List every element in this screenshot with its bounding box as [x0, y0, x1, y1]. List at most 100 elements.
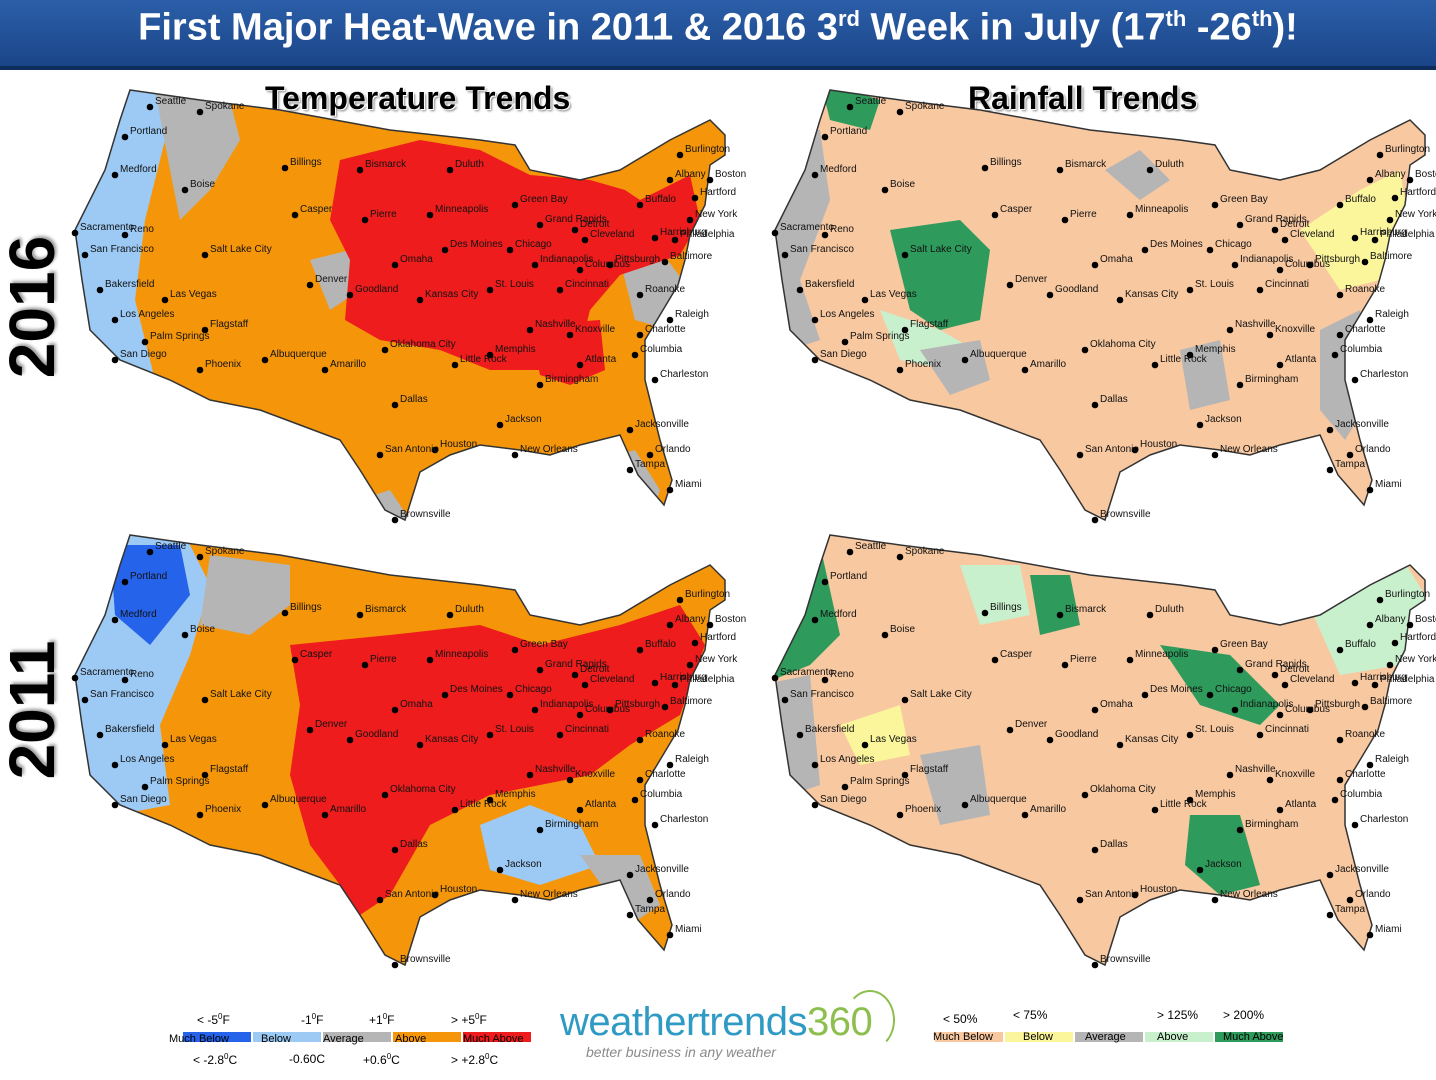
city-dot-harrisburg — [651, 679, 659, 687]
city-dot-columbia — [631, 796, 639, 804]
city-label-charlotte: Charlotte — [1345, 769, 1386, 780]
city-dot-san-antonio — [376, 451, 384, 459]
city-dot-des-moines — [1141, 691, 1149, 699]
city-dot-chicago — [1206, 246, 1214, 254]
city-dot-raleigh — [1366, 316, 1374, 324]
city-label-goodland: Goodland — [355, 729, 398, 740]
city-label-chicago: Chicago — [1215, 239, 1252, 250]
city-dot-cincinnati — [556, 286, 564, 294]
city-label-sacramento: Sacramento — [80, 667, 134, 678]
city-dot-roanoke — [1336, 736, 1344, 744]
city-dot-san-antonio — [376, 896, 384, 904]
city-dot-boston — [1406, 176, 1414, 184]
city-dot-brownsville — [1091, 961, 1099, 969]
city-dot-spokane — [196, 553, 204, 561]
city-label-philadelphia: Philadelphia — [1380, 229, 1435, 240]
city-label-cleveland: Cleveland — [1290, 229, 1334, 240]
city-label-los-angeles: Los Angeles — [120, 309, 175, 320]
city-label-spokane: Spokane — [205, 546, 245, 557]
logo-tagline: better business in any weather — [586, 1044, 776, 1060]
city-dot-columbus — [576, 266, 584, 274]
city-dot-birmingham — [1236, 381, 1244, 389]
city-dot-buffalo — [1336, 201, 1344, 209]
city-dot-bismarck — [356, 611, 364, 619]
temp-legend-bottom-label-1: -0.60C — [289, 1052, 326, 1066]
city-label-kansas-city: Kansas City — [425, 289, 478, 300]
city-label-san-diego: San Diego — [820, 349, 867, 360]
city-dot-flagstaff — [201, 326, 209, 334]
city-dot-atlanta — [1276, 806, 1284, 814]
city-label-reno: Reno — [830, 224, 854, 235]
city-label-phoenix: Phoenix — [905, 359, 941, 370]
city-dot-philadelphia — [1371, 236, 1379, 244]
city-dot-jacksonville — [626, 426, 634, 434]
city-dot-boston — [706, 621, 714, 629]
temp-swatch-above — [393, 1032, 461, 1042]
city-label-jacksonville: Jacksonville — [1335, 419, 1389, 430]
city-label-flagstaff: Flagstaff — [910, 764, 948, 775]
city-label-las-vegas: Las Vegas — [870, 289, 917, 300]
city-label-cleveland: Cleveland — [1290, 674, 1334, 685]
city-dot-boston — [1406, 621, 1414, 629]
city-dot-hartford — [691, 639, 699, 647]
city-label-oklahoma-city: Oklahoma City — [1090, 784, 1156, 795]
city-dot-roanoke — [1336, 291, 1344, 299]
city-label-billings: Billings — [990, 157, 1022, 168]
city-dot-oklahoma-city — [381, 791, 389, 799]
rainfall-map-2016-svg: Seattle Spokane Portland Medford Boise Sacram… — [771, 89, 1436, 524]
city-label-baltimore: Baltimore — [670, 251, 713, 262]
logo-ring-icon — [845, 990, 895, 1050]
city-label-little-rock: Little Rock — [1160, 799, 1208, 810]
city-label-salt-lake-city: Salt Lake City — [210, 689, 272, 700]
city-dot-hartford — [691, 194, 699, 202]
city-label-portland: Portland — [130, 571, 167, 582]
city-dot-grand-rapids — [536, 666, 544, 674]
city-label-orlando: Orlando — [1355, 889, 1391, 900]
city-label-boston: Boston — [1415, 614, 1436, 625]
city-dot-phoenix — [196, 811, 204, 819]
city-label-flagstaff: Flagstaff — [210, 319, 248, 330]
city-dot-minneapolis — [1126, 211, 1134, 219]
city-label-harrisburg: Harrisburg — [1360, 672, 1407, 683]
city-label-bismarck: Bismarck — [365, 159, 407, 170]
city-dot-burlington — [676, 151, 684, 159]
city-dot-orlando — [646, 896, 654, 904]
city-label-baltimore: Baltimore — [1370, 251, 1413, 262]
city-label-cincinnati: Cincinnati — [565, 279, 609, 290]
city-dot-knoxville — [1266, 331, 1274, 339]
city-dot-brownsville — [391, 516, 399, 524]
city-label-denver: Denver — [315, 274, 348, 285]
rain-legend-top-label-1: < 75% — [1013, 1008, 1048, 1022]
city-dot-green-bay — [511, 201, 519, 209]
city-dot-new-orleans — [511, 896, 519, 904]
city-label-las-vegas: Las Vegas — [170, 734, 217, 745]
city-label-birmingham: Birmingham — [1245, 819, 1298, 830]
city-label-buffalo: Buffalo — [1345, 194, 1376, 205]
city-label-duluth: Duluth — [455, 159, 484, 170]
city-label-baltimore: Baltimore — [670, 696, 713, 707]
temp-swatch-much-above — [463, 1032, 531, 1042]
city-dot-albuquerque — [261, 801, 269, 809]
city-dot-indianapolis — [531, 261, 539, 269]
city-dot-medford — [811, 616, 819, 624]
city-label-des-moines: Des Moines — [450, 684, 503, 695]
city-dot-duluth — [1146, 166, 1154, 174]
city-label-palm-springs: Palm Springs — [150, 776, 209, 787]
city-label-pierre: Pierre — [1070, 209, 1097, 220]
city-dot-knoxville — [1266, 776, 1274, 784]
city-dot-tampa — [1326, 911, 1334, 919]
city-label-memphis: Memphis — [1195, 789, 1236, 800]
city-dot-memphis — [1186, 351, 1194, 359]
city-label-cleveland: Cleveland — [590, 674, 634, 685]
city-dot-detroit — [571, 226, 579, 234]
city-dot-san-diego — [111, 801, 119, 809]
city-dot-raleigh — [666, 316, 674, 324]
city-label-minneapolis: Minneapolis — [1135, 204, 1188, 215]
city-dot-st-louis — [486, 286, 494, 294]
city-dot-billings — [281, 164, 289, 172]
city-label-boise: Boise — [890, 179, 915, 190]
city-label-dallas: Dallas — [400, 839, 428, 850]
city-dot-memphis — [1186, 796, 1194, 804]
city-dot-minneapolis — [426, 656, 434, 664]
city-dot-bakersfield — [96, 286, 104, 294]
